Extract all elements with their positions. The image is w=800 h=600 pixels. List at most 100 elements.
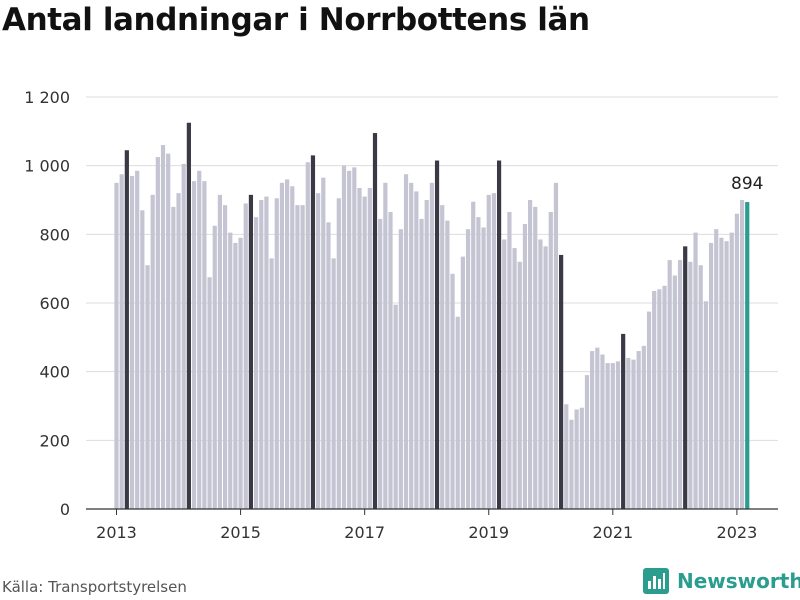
bar (155, 157, 160, 509)
bar (285, 179, 290, 509)
bar (409, 182, 414, 509)
bar (207, 277, 212, 509)
bar (522, 224, 528, 509)
bar (290, 186, 295, 509)
bar (486, 194, 491, 509)
bar (388, 212, 393, 509)
x-tick-label: 2019 (468, 523, 509, 542)
bar (724, 241, 729, 509)
brand-name: Newsworthy (677, 569, 800, 593)
bar (129, 175, 135, 509)
bar (135, 170, 140, 509)
bar (295, 205, 300, 509)
annotations: 894 (731, 174, 763, 194)
bar (341, 165, 347, 510)
bar (238, 237, 243, 509)
bar (646, 311, 652, 509)
bar (496, 160, 502, 509)
bar (610, 363, 615, 509)
bar (383, 182, 388, 509)
bar (719, 237, 724, 509)
bar (321, 177, 326, 509)
bar (548, 212, 553, 509)
bar (140, 210, 145, 510)
bar (217, 194, 222, 509)
axes: 0 200 400 600 800 1 000 1 200 2013 2015 2017 2019 2… (24, 88, 778, 542)
bar (434, 160, 440, 509)
bar (414, 191, 419, 510)
bar (393, 304, 398, 509)
bar (191, 181, 197, 509)
bar (584, 375, 590, 509)
bar (114, 182, 119, 509)
bar-series (114, 122, 750, 510)
bar (502, 239, 507, 510)
bar (491, 193, 497, 509)
bar (569, 419, 574, 509)
bar (274, 198, 279, 509)
bar (533, 206, 538, 509)
bar (739, 200, 745, 509)
bar (228, 232, 233, 509)
bar-chart-logo-icon (643, 568, 669, 594)
bar (626, 357, 631, 509)
bar (657, 289, 662, 509)
bar (243, 203, 248, 509)
bar (367, 187, 372, 510)
bar (336, 198, 341, 509)
y-tick-label: 400 (39, 363, 70, 382)
bar (621, 333, 626, 509)
bar (398, 229, 403, 509)
bar (667, 260, 672, 509)
bar (481, 227, 486, 509)
bar (683, 246, 688, 509)
x-tick-label: 2013 (96, 523, 137, 542)
x-tick-label: 2015 (220, 523, 261, 542)
y-tick-label: 800 (39, 225, 70, 244)
bar (440, 205, 445, 509)
bar (259, 200, 264, 509)
bar (672, 275, 677, 509)
bar (517, 261, 522, 509)
bar (455, 316, 460, 509)
bar (729, 232, 734, 509)
bar (631, 359, 636, 509)
bar (279, 182, 285, 509)
bar (310, 155, 316, 509)
chart-title: Antal landningar i Norrbottens län (2, 2, 590, 38)
bar (202, 181, 207, 509)
bar (300, 205, 305, 509)
bar (528, 200, 533, 509)
bar (590, 351, 595, 509)
source-note: Källa: Transportstyrelsen (2, 578, 187, 596)
bar (600, 354, 605, 509)
bar (248, 194, 254, 509)
bar (316, 193, 321, 509)
bar (714, 229, 719, 509)
bar (269, 258, 274, 509)
bar (372, 133, 378, 510)
bar (641, 345, 646, 509)
bar (471, 201, 476, 509)
y-tick-label: 200 (39, 431, 70, 450)
bar (465, 229, 471, 509)
bar (512, 248, 517, 509)
y-tick-label: 0 (60, 500, 70, 519)
bar (145, 265, 150, 509)
bar (119, 174, 124, 509)
bar (212, 225, 217, 509)
bar (615, 361, 621, 509)
bar (305, 162, 310, 510)
x-tick-label: 2017 (344, 523, 385, 542)
bar (677, 260, 683, 509)
bar (150, 194, 155, 509)
brand-logo[interactable]: Newsworthy (643, 568, 800, 594)
bar (357, 187, 362, 510)
bar (124, 150, 129, 509)
bar (419, 218, 424, 509)
x-tick-label: 2021 (592, 523, 633, 542)
bar (507, 212, 512, 509)
bar (160, 145, 166, 509)
bar (574, 409, 579, 509)
bar (543, 246, 548, 509)
